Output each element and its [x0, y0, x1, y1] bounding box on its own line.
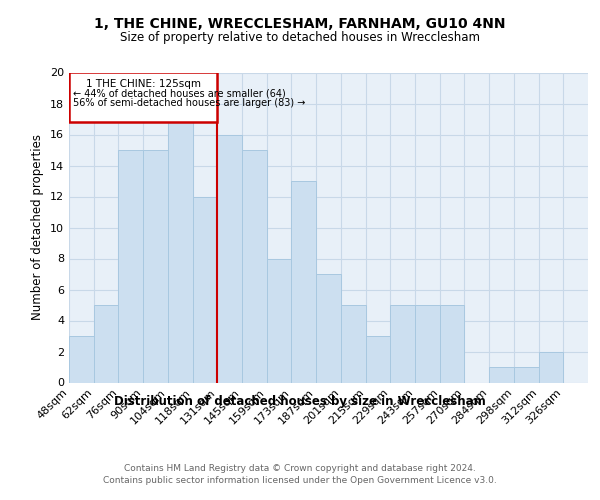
Text: Size of property relative to detached houses in Wrecclesham: Size of property relative to detached ho…: [120, 31, 480, 44]
Bar: [69, 72, 217, 122]
Bar: [365, 336, 390, 382]
Bar: [242, 150, 267, 382]
Bar: [143, 150, 168, 382]
Text: Distribution of detached houses by size in Wrecclesham: Distribution of detached houses by size …: [114, 395, 486, 408]
Bar: [316, 274, 341, 382]
Bar: [390, 305, 415, 382]
Text: ← 44% of detached houses are smaller (64): ← 44% of detached houses are smaller (64…: [73, 88, 286, 98]
Bar: [292, 181, 316, 382]
Bar: [118, 150, 143, 382]
Bar: [539, 352, 563, 382]
Bar: [440, 305, 464, 382]
Bar: [267, 258, 292, 382]
Bar: [341, 305, 365, 382]
Text: 1, THE CHINE, WRECCLESHAM, FARNHAM, GU10 4NN: 1, THE CHINE, WRECCLESHAM, FARNHAM, GU10…: [94, 18, 506, 32]
Text: Contains HM Land Registry data © Crown copyright and database right 2024.: Contains HM Land Registry data © Crown c…: [124, 464, 476, 473]
Bar: [217, 134, 242, 382]
Text: 56% of semi-detached houses are larger (83) →: 56% of semi-detached houses are larger (…: [73, 98, 305, 108]
Bar: [69, 336, 94, 382]
Text: 1 THE CHINE: 125sqm: 1 THE CHINE: 125sqm: [86, 80, 200, 90]
Text: Contains public sector information licensed under the Open Government Licence v3: Contains public sector information licen…: [103, 476, 497, 485]
Bar: [489, 367, 514, 382]
Bar: [193, 196, 217, 382]
Bar: [168, 88, 193, 382]
Bar: [94, 305, 118, 382]
Bar: [514, 367, 539, 382]
Bar: [415, 305, 440, 382]
Y-axis label: Number of detached properties: Number of detached properties: [31, 134, 44, 320]
